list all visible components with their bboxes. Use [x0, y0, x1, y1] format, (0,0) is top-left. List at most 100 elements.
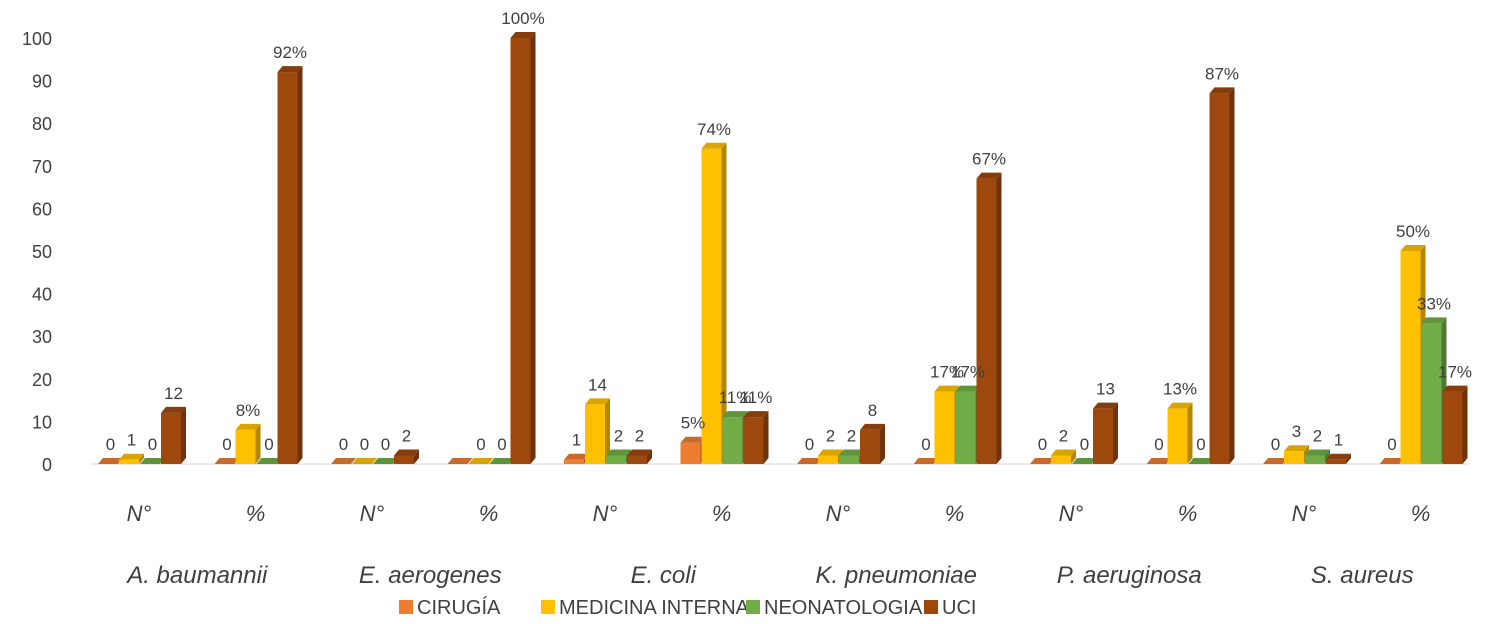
data-label: 2: [826, 426, 835, 445]
bar-top: [373, 458, 398, 464]
bar-top: [119, 453, 144, 460]
data-label: 0: [921, 435, 930, 454]
bar-front: [976, 178, 997, 464]
legend-label: NEONATOLOGIA: [764, 597, 923, 619]
bar-front: [510, 38, 531, 464]
bar-top: [277, 66, 303, 73]
bar: [976, 172, 1002, 464]
bar: [489, 458, 515, 465]
bar-front: [722, 417, 743, 464]
bar: [140, 458, 165, 465]
x-subcategory-label: %: [945, 501, 965, 526]
bar-top: [1146, 458, 1172, 464]
bar: [797, 458, 822, 465]
bar: [1188, 458, 1214, 465]
bar-top: [1326, 453, 1351, 460]
data-label: 11%: [740, 388, 773, 407]
bar-top: [934, 385, 960, 392]
bar: [447, 458, 473, 465]
bar-top: [1072, 458, 1097, 464]
x-subcategory-label: N°: [826, 501, 851, 526]
data-label: 3: [1292, 422, 1301, 441]
x-group-label: P. aeruginosa: [1057, 562, 1202, 589]
bar: [352, 458, 377, 465]
bar-front: [564, 459, 584, 464]
legend-swatch: [924, 600, 938, 614]
bar-front: [1284, 451, 1304, 464]
data-label: 33%: [1417, 294, 1451, 313]
data-label: 11%: [719, 388, 752, 407]
bar-top: [235, 423, 261, 430]
data-label: 2: [1059, 426, 1068, 445]
x-subcategory-label: N°: [127, 501, 152, 526]
bar-side: [414, 449, 419, 464]
bar: [394, 449, 419, 464]
legend-item: MEDICINA INTERNA: [541, 597, 750, 619]
bar-side: [996, 172, 1002, 464]
data-label: 67%: [972, 150, 1006, 169]
data-label: 1: [1334, 431, 1343, 450]
bar-front: [627, 455, 647, 464]
bar: [1051, 449, 1076, 464]
data-label: 17%: [1438, 363, 1472, 382]
y-tick-label: 60: [32, 199, 52, 219]
data-label: 1: [127, 431, 136, 450]
bar-top: [564, 453, 589, 460]
data-label: 50%: [1396, 222, 1430, 241]
bar-top: [510, 32, 536, 38]
y-tick-label: 80: [32, 114, 52, 134]
data-label: 74%: [697, 120, 731, 139]
legend: CIRUGÍA MEDICINA INTERNA NEONATOLOGIA UCI: [399, 596, 976, 619]
x-subcategory-label: N°: [593, 501, 618, 526]
bar-front: [860, 429, 880, 464]
data-label: 0: [497, 435, 506, 454]
bar: [1072, 458, 1097, 465]
data-label: 0: [1038, 435, 1047, 454]
bar: [1093, 402, 1118, 464]
bar-side: [605, 398, 610, 464]
legend-swatch: [399, 600, 413, 614]
bar: [1442, 385, 1468, 464]
bar-top: [818, 449, 843, 456]
x-subcategory-label: N°: [1292, 501, 1317, 526]
data-label: 0: [148, 435, 157, 454]
x-group-label: S. aureus: [1311, 562, 1414, 589]
bar: [510, 32, 536, 464]
bar: [743, 411, 769, 464]
bar-front: [1442, 391, 1463, 464]
bar-front: [955, 391, 976, 464]
bar-front: [701, 148, 722, 464]
bar-front: [1093, 408, 1113, 464]
bar-top: [955, 385, 981, 392]
bar: [860, 423, 885, 464]
bar: [1030, 458, 1055, 465]
data-label: 0: [339, 435, 348, 454]
x-group-label: E. coli: [631, 562, 697, 589]
data-label: 0: [106, 435, 115, 454]
bar-front: [839, 455, 859, 464]
x-group-label: K. pneumoniae: [816, 562, 977, 589]
bar-front: [277, 72, 298, 464]
bar-top: [214, 458, 240, 464]
bar-front: [1305, 455, 1325, 464]
bar-top: [1167, 402, 1193, 409]
bar-side: [1071, 449, 1076, 464]
x-subcategory-label: %: [712, 501, 732, 526]
bar-front: [119, 459, 139, 464]
bar: [1167, 402, 1193, 464]
bar-front: [818, 455, 838, 464]
bar-top: [1284, 445, 1309, 452]
bar-top: [839, 449, 864, 456]
bar: [1379, 458, 1405, 465]
bar-top: [489, 458, 515, 464]
bar-top: [256, 458, 282, 464]
data-label: 92%: [273, 43, 307, 62]
legend-item: UCI: [924, 597, 976, 619]
bar-front: [1209, 93, 1230, 464]
data-label: 17%: [930, 363, 964, 382]
bar-side: [297, 66, 303, 464]
legend-label: CIRUGÍA: [417, 596, 501, 619]
bar-top: [1421, 317, 1447, 324]
bar-front: [235, 429, 256, 464]
legend-item: CIRUGÍA: [399, 596, 501, 619]
